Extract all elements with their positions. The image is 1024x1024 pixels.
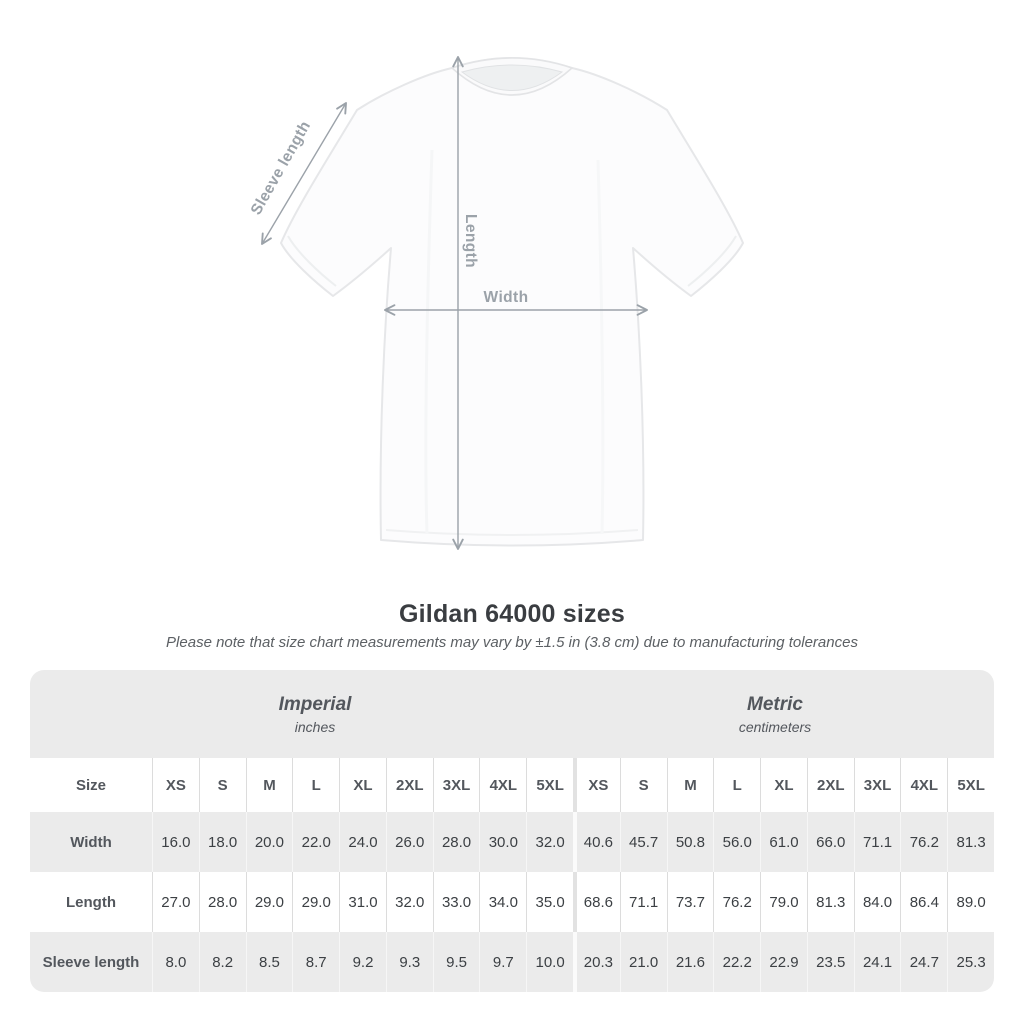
measurement-cell: 66.0	[806, 812, 854, 872]
measurement-cell: 30.0	[479, 812, 526, 872]
measurement-cell: 32.0	[526, 812, 573, 872]
page-title: Gildan 64000 sizes	[399, 600, 625, 628]
imperial-size-col: 2XL	[385, 758, 433, 812]
measurement-cell: 27.0	[152, 872, 199, 932]
row-label: Length	[66, 893, 116, 911]
measurement-cell: 8.5	[245, 932, 293, 992]
metric-label: Metric	[747, 693, 803, 715]
imperial-section-header: Imperial inches	[30, 670, 600, 758]
imperial-size-col: M	[245, 758, 293, 812]
tshirt-measurement-diagram: Sleeve length Length Width	[248, 56, 744, 550]
measurement-cell: 68.6	[573, 872, 620, 932]
row-label: Width	[70, 833, 112, 851]
imperial-size-col: 5XL	[526, 758, 573, 812]
measurement-cell: 9.2	[339, 932, 386, 992]
measurement-cell: 16.0	[152, 812, 199, 872]
metric-size-col: M	[666, 758, 714, 812]
measurement-cell: 33.0	[432, 872, 480, 932]
measurement-cell: 24.0	[339, 812, 386, 872]
measurement-cell: 56.0	[713, 812, 760, 872]
measurement-cell: 40.6	[573, 812, 620, 872]
measurement-cell: 8.2	[198, 932, 246, 992]
metric-size-col: XL	[760, 758, 807, 812]
measurement-cell: 9.3	[385, 932, 433, 992]
measurement-cell: 20.0	[245, 812, 293, 872]
measurement-cell: 22.9	[760, 932, 807, 992]
measurement-cell: 9.7	[479, 932, 526, 992]
metric-size-col: 2XL	[806, 758, 854, 812]
measurement-cell: 20.3	[573, 932, 620, 992]
measurement-cell: 84.0	[853, 872, 901, 932]
imperial-size-col: XL	[339, 758, 386, 812]
measurement-cell: 79.0	[760, 872, 807, 932]
measurement-cell: 76.2	[900, 812, 947, 872]
measurement-cell: 81.3	[947, 812, 994, 872]
imperial-size-col: S	[198, 758, 246, 812]
measurement-cell: 29.0	[292, 872, 339, 932]
measurement-cell: 61.0	[760, 812, 807, 872]
table-row-length: Length 27.0 28.0 29.0 29.0 31.0 32.0 33.…	[30, 872, 994, 932]
measurement-cell: 23.5	[806, 932, 854, 992]
measurement-cell: 28.0	[432, 812, 480, 872]
imperial-size-col: L	[292, 758, 339, 812]
measurement-cell: 22.2	[713, 932, 760, 992]
metric-size-col: XS	[573, 758, 620, 812]
measurement-cell: 18.0	[198, 812, 246, 872]
length-annotation: Length	[452, 56, 479, 550]
measurement-cell: 8.7	[292, 932, 339, 992]
metric-section-header: Metric centimeters	[563, 670, 987, 758]
table-row-width: Width 16.0 18.0 20.0 22.0 24.0 26.0 28.0…	[30, 812, 994, 872]
size-header: Size	[75, 776, 106, 794]
imperial-unit: inches	[294, 718, 336, 735]
measurement-cell: 21.0	[619, 932, 667, 992]
measurement-cell: 89.0	[947, 872, 994, 932]
measurement-cell: 8.0	[152, 932, 199, 992]
measurement-cell: 9.5	[432, 932, 480, 992]
measurement-cell: 35.0	[526, 872, 573, 932]
unit-header-band: Imperial inches Metric centimeters	[30, 670, 994, 758]
tshirt-image	[280, 57, 744, 547]
metric-size-col: L	[713, 758, 760, 812]
metric-size-col: 3XL	[853, 758, 901, 812]
measurement-cell: 28.0	[198, 872, 246, 932]
imperial-label: Imperial	[278, 693, 352, 715]
tolerance-note: Please note that size chart measurements…	[166, 634, 858, 651]
size-header-row: Size XS S M L XL 2XL 3XL 4XL 5XL XS S M …	[30, 758, 994, 812]
measurement-cell: 34.0	[479, 872, 526, 932]
measurement-cell: 71.1	[619, 872, 667, 932]
imperial-size-col: 4XL	[479, 758, 526, 812]
width-annotation: Width	[384, 289, 648, 316]
size-table: Imperial inches Metric centimeters Size …	[30, 670, 994, 992]
measurement-cell: 81.3	[806, 872, 854, 932]
measurement-cell: 86.4	[900, 872, 947, 932]
imperial-size-col: 3XL	[432, 758, 480, 812]
measurement-cell: 24.1	[853, 932, 901, 992]
sleeve-length-arrow	[261, 102, 347, 245]
measurement-cell: 26.0	[385, 812, 433, 872]
metric-size-col: 4XL	[900, 758, 947, 812]
row-label: Sleeve length	[42, 953, 140, 971]
measurement-cell: 22.0	[292, 812, 339, 872]
measurement-cell: 31.0	[339, 872, 386, 932]
measurement-cell: 21.6	[666, 932, 714, 992]
measurement-cell: 71.1	[853, 812, 901, 872]
measurement-cell: 45.7	[619, 812, 667, 872]
metric-unit: centimeters	[738, 718, 812, 735]
measurement-cell: 10.0	[526, 932, 573, 992]
imperial-size-col: XS	[152, 758, 199, 812]
metric-size-col: 5XL	[947, 758, 994, 812]
measurement-cell: 25.3	[947, 932, 994, 992]
measurement-cell: 73.7	[666, 872, 714, 932]
metric-size-col: S	[619, 758, 667, 812]
measurement-cell: 50.8	[666, 812, 714, 872]
length-label: Length	[462, 214, 479, 268]
table-row-sleeve-length: Sleeve length 8.0 8.2 8.5 8.7 9.2 9.3 9.…	[30, 932, 994, 992]
width-label: Width	[484, 289, 529, 306]
measurement-cell: 76.2	[713, 872, 760, 932]
measurement-cell: 24.7	[900, 932, 947, 992]
measurement-cell: 32.0	[385, 872, 433, 932]
measurement-cell: 29.0	[245, 872, 293, 932]
